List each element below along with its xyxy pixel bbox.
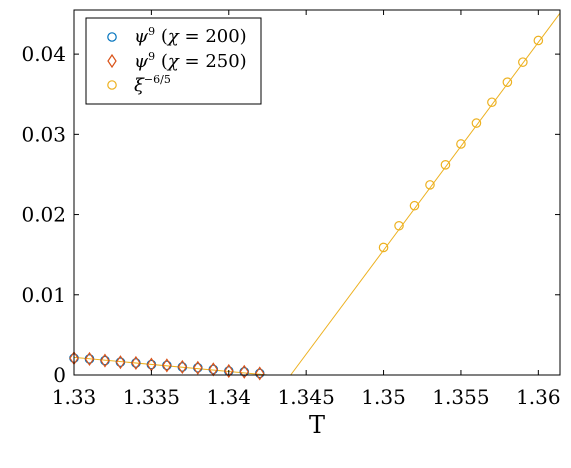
data-point-s2-1	[394, 220, 404, 231]
legend-box	[85, 17, 262, 105]
x-tick-label-3: 1.345	[278, 385, 335, 409]
data-point-s2-7	[487, 97, 497, 108]
legend-marker-chi200	[107, 32, 117, 42]
fit-line-1	[290, 12, 561, 376]
legend-label-chi250: ψ9 (χ = 250)	[134, 50, 247, 72]
data-point-s1-3	[115, 355, 126, 370]
data-point-s2-5	[456, 139, 466, 149]
data-point-s1-6	[162, 358, 172, 373]
legend-label-chi200: ψ9 (χ = 200)	[134, 25, 247, 47]
data-point-s1-1	[84, 351, 95, 367]
legend-marker-xi	[107, 80, 117, 90]
y-tick-label-1: 0.01	[21, 283, 66, 307]
y-tick-label-3: 0.03	[21, 122, 66, 146]
data-point-s2-10	[533, 35, 544, 46]
x-tick-label-0: 1.33	[52, 385, 97, 409]
y-tick-label-4: 0.04	[21, 42, 66, 66]
data-point-s2-8	[502, 77, 513, 87]
plot-frame	[73, 9, 561, 376]
data-point-s2-0	[378, 242, 389, 253]
data-point-s2-2	[409, 200, 420, 211]
y-axis-ticks: 0 0.01 0.02 0.03 0.04	[21, 42, 560, 387]
data-point-s1-8	[193, 360, 203, 375]
legend-marker-chi250	[107, 53, 117, 69]
y-tick-label-2: 0.02	[21, 203, 66, 227]
data-point-s1-7	[177, 359, 188, 375]
data-point-s1-12	[255, 366, 265, 381]
x-tick-label-4: 1.35	[361, 385, 406, 409]
legend: ψ9 (χ = 200) ψ9 (χ = 250) ξ−6/5	[85, 17, 262, 105]
x-axis-ticks: 1.33 1.335 1.34 1.345 1.35 1.355 1.36	[52, 10, 561, 409]
data-point-s2-9	[518, 57, 528, 67]
x-tick-label-1: 1.335	[123, 385, 180, 409]
x-tick-label-2: 1.34	[207, 385, 252, 409]
x-tick-label-5: 1.355	[432, 385, 489, 409]
data-point-s2-3	[425, 180, 435, 190]
legend-label-xi: ξ−6/5	[134, 73, 171, 96]
data-point-s2-4	[440, 160, 451, 170]
data-point-s1-11	[239, 364, 249, 379]
data-point-s1-4	[131, 355, 141, 371]
x-tick-label-6: 1.36	[516, 385, 561, 409]
data-point-s2-6	[471, 118, 482, 128]
x-axis-label: T	[309, 411, 325, 439]
y-tick-label-0: 0	[53, 363, 66, 387]
data-point-s1-2	[100, 353, 110, 368]
data-point-s1-10	[224, 363, 234, 379]
